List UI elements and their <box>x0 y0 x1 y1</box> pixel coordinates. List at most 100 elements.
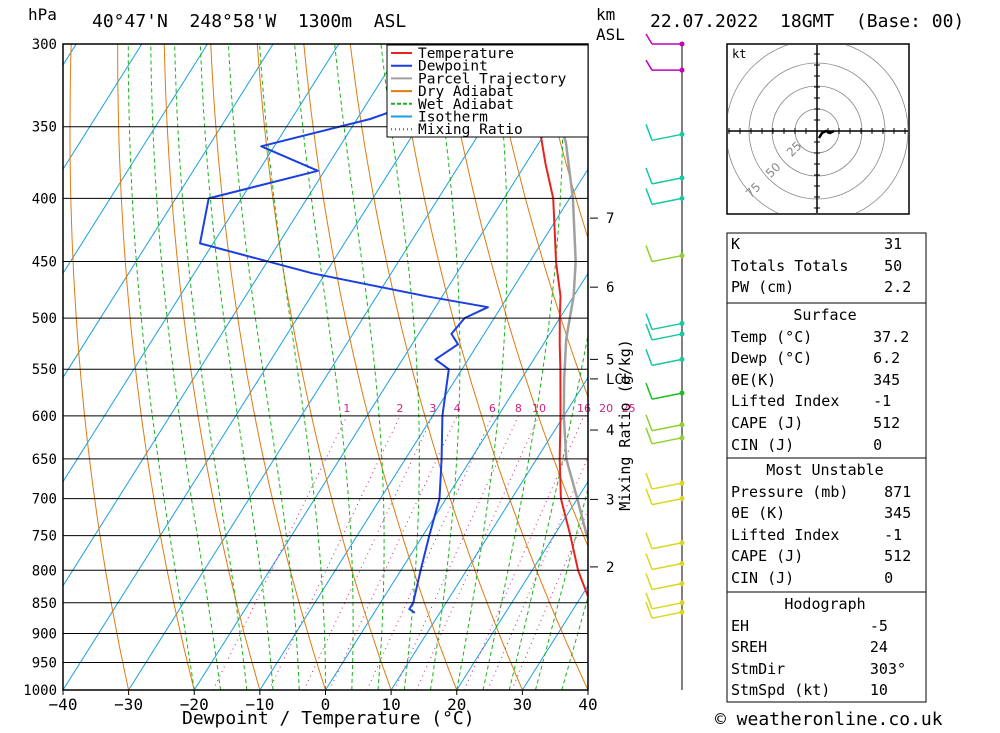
wet-adiabat-line <box>294 44 354 690</box>
wind-barb-flag <box>645 601 653 619</box>
wind-barb-shaft <box>651 333 683 341</box>
wind-barb <box>645 323 685 341</box>
wind-barb-shaft <box>651 582 683 591</box>
stats-most-unstable: Most Unstable Pressure (mb) 871 θE (K) 345… <box>727 460 923 590</box>
stat-row: CIN (J) 0 <box>731 568 894 587</box>
x-axis-label: Dewpoint / Temperature (°C) <box>182 708 475 729</box>
mixing-ratio-label: 16 <box>577 402 591 415</box>
wind-barb <box>645 532 685 550</box>
stat-row: Pressure (mb) 871 <box>731 482 912 501</box>
series-temperature <box>524 44 588 600</box>
x-tick-label: 0 <box>321 695 331 714</box>
mixing-ratio-line <box>212 415 348 690</box>
pressure-tick-label: 500 <box>32 311 57 327</box>
wind-barb-dot <box>679 253 685 259</box>
wind-barb-flag <box>645 245 653 262</box>
mixing-ratio-label: 10 <box>532 402 546 415</box>
legend-label: Wet Adiabat <box>418 97 514 113</box>
wind-barb-dot <box>679 320 685 326</box>
wind-barb-dot <box>679 609 685 615</box>
wind-barb-flag <box>645 414 653 432</box>
wind-barb <box>645 188 685 206</box>
mixing-ratio-line <box>366 415 493 690</box>
km-tick-label: 7 <box>606 211 614 227</box>
wind-barb-flag <box>645 427 653 445</box>
pressure-tick-label: 900 <box>32 626 57 642</box>
km-tick-label: 6 <box>606 280 614 296</box>
wind-barb-dot <box>679 41 685 47</box>
series-parcel-trajectory <box>527 44 588 542</box>
wind-barb-flag <box>645 382 653 400</box>
wind-barb-dot <box>679 480 685 486</box>
legend-label: Isotherm <box>418 110 488 126</box>
isotherm-line <box>325 272 588 690</box>
wet-adiabat-line <box>227 44 300 690</box>
mixing-ratio-label: 4 <box>454 402 461 415</box>
footer-credit: © weatheronline.co.uk <box>715 709 943 730</box>
km-tick-label: 5 <box>606 352 614 368</box>
mixing-ratio-line <box>329 415 458 690</box>
mixing-ratio-label: 3 <box>429 402 436 415</box>
stat-row: CIN (J) 0 <box>731 435 883 454</box>
stat-row: SREH 24 <box>731 638 888 657</box>
isotherm-line <box>0 44 11 690</box>
pressure-tick-label: 600 <box>32 409 57 425</box>
km-tick-label: LCL <box>606 372 631 388</box>
stat-row-pw: PW (cm) 2.2 <box>731 278 912 297</box>
wind-barb-flag <box>645 59 653 71</box>
pressure-tick-label: 1000 <box>23 683 57 699</box>
wet-adiabat-line <box>150 44 221 690</box>
hodograph-trace <box>817 129 835 139</box>
wind-barb <box>645 553 685 571</box>
wind-barb-dot <box>679 561 685 567</box>
isotherm-line <box>63 44 274 379</box>
km-tick-label: 3 <box>606 492 614 508</box>
legend-label: Mixing Ratio <box>418 122 523 138</box>
isotherm-line <box>63 44 143 171</box>
x-tick-label: −10 <box>245 695 274 714</box>
stat-row: Temp (°C) 37.2 <box>731 327 910 346</box>
wind-barb-flag <box>645 472 653 490</box>
stat-row: CAPE (J) 512 <box>731 413 901 432</box>
wind-barb <box>645 313 685 331</box>
isotherm-line <box>128 44 537 690</box>
x-tick-label: −30 <box>114 695 143 714</box>
legend-label: Dewpoint <box>418 59 488 75</box>
x-tick-label: 40 <box>578 695 597 714</box>
wind-barb <box>645 124 685 142</box>
surface-title: Surface <box>793 306 857 324</box>
stat-row: Lifted Index -1 <box>731 392 892 411</box>
x-tick-label: 20 <box>447 695 466 714</box>
x-tick-label: −20 <box>180 695 209 714</box>
wind-barb-flag <box>645 313 653 330</box>
isotherm-line <box>63 44 208 275</box>
stat-row: CAPE (J) 512 <box>731 547 912 566</box>
pressure-tick-label: 950 <box>32 655 57 671</box>
wind-barb-shaft <box>651 497 683 506</box>
wind-barb-dot <box>679 435 685 441</box>
wind-barb-shaft <box>651 482 683 490</box>
wind-barb-shaft <box>651 602 683 610</box>
stat-row: StmSpd (kt) 10 <box>731 681 888 700</box>
wind-barb-dot <box>679 195 685 201</box>
wind-barb-shaft <box>651 133 683 142</box>
wind-barb <box>645 33 685 47</box>
mixing-ratio-label: 2 <box>397 402 404 415</box>
pressure-tick-label: 700 <box>32 492 57 508</box>
isotherm-line <box>63 44 471 690</box>
mixing-ratio-label: 25 <box>622 402 636 415</box>
wind-barb-shaft <box>651 611 683 619</box>
wind-barb-shaft <box>651 358 683 367</box>
wind-barb-flag <box>645 167 653 185</box>
wind-barb-dot <box>679 175 685 181</box>
wind-barb <box>645 488 685 506</box>
wind-barb <box>645 414 685 432</box>
mixing-ratio-line <box>415 415 540 690</box>
wind-barb <box>645 573 685 591</box>
wet-adiabat-line <box>482 44 564 690</box>
stat-row: θE(K) 345 <box>731 370 901 389</box>
wind-barb <box>645 245 685 263</box>
mu-title: Most Unstable <box>766 461 884 479</box>
